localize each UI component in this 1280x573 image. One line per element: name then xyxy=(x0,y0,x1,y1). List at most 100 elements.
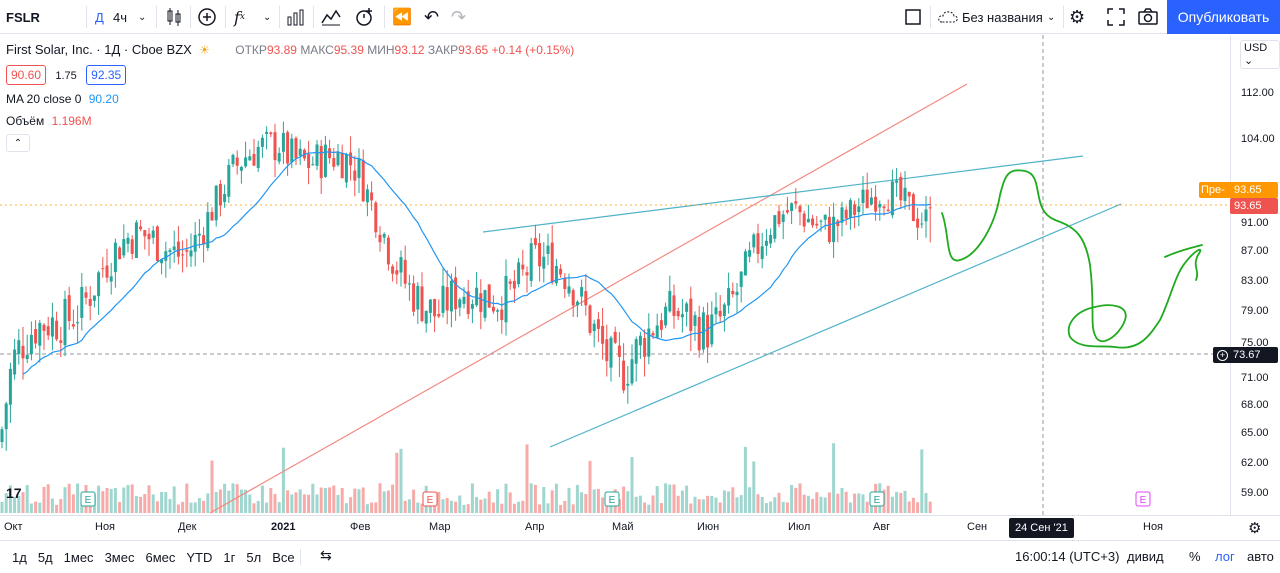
candle-body xyxy=(798,206,802,213)
candle-body xyxy=(718,310,722,317)
candle-body xyxy=(504,275,508,323)
volume-bar xyxy=(365,504,369,513)
candle-body xyxy=(903,187,907,201)
volume-bar xyxy=(454,501,458,513)
collapse-legend-button[interactable]: ⌃ xyxy=(6,134,30,152)
volume-bar xyxy=(655,486,659,513)
layout-name[interactable]: Без названия xyxy=(962,9,1043,25)
volume-bar xyxy=(126,485,130,513)
price-scale[interactable]: USD ⌄ 112.00104.0097.0091.0087.0083.0079… xyxy=(1230,35,1280,515)
undo-icon[interactable]: ↶ xyxy=(424,6,440,27)
candles-icon[interactable] xyxy=(162,5,186,29)
range-button-4[interactable]: 6мес xyxy=(145,549,176,565)
volume-bar xyxy=(811,498,815,513)
range-button-6[interactable]: 1г xyxy=(223,549,236,565)
range-button-3[interactable]: 3мес xyxy=(104,549,135,565)
gear-icon[interactable]: ⚙ xyxy=(1248,520,1262,537)
candle-body xyxy=(617,345,621,357)
range-button-5[interactable]: YTD xyxy=(186,549,213,565)
candle-body xyxy=(8,368,12,405)
candle-body xyxy=(361,160,365,202)
currency-select[interactable]: USD ⌄ xyxy=(1240,40,1280,69)
volume-bar xyxy=(101,491,105,513)
range-button-0[interactable]: 1д xyxy=(12,549,27,565)
ma-legend[interactable]: MA 20 close 0 90.20 xyxy=(6,92,119,106)
bid-price[interactable]: 90.60 xyxy=(6,65,47,85)
range-button-8[interactable]: Все xyxy=(272,549,295,565)
chevron-down-icon[interactable]: ⌄ xyxy=(263,11,272,23)
bar-chart-icon[interactable] xyxy=(284,5,308,29)
gear-icon[interactable]: ⚙ xyxy=(1069,6,1086,27)
range-button-1[interactable]: 5д xyxy=(37,549,53,565)
volume-bar xyxy=(160,491,164,513)
chevron-down-icon[interactable]: ⌄ xyxy=(138,11,147,23)
candle-body xyxy=(487,284,491,308)
candle-body xyxy=(907,191,911,197)
volume-bar xyxy=(168,499,172,513)
add-indicator-icon[interactable] xyxy=(195,5,219,29)
candle-body xyxy=(231,154,235,165)
time-tick: Апр xyxy=(525,521,545,533)
volume-bar xyxy=(592,489,596,513)
dividends-toggle[interactable]: дивид xyxy=(1127,549,1164,564)
range-button-2[interactable]: 1мес xyxy=(63,549,94,565)
ask-price[interactable]: 92.35 xyxy=(86,65,127,85)
divider xyxy=(1063,6,1064,28)
candle-body xyxy=(634,339,638,364)
candle-body xyxy=(378,234,382,243)
candle-body xyxy=(176,241,180,257)
volume-bar xyxy=(17,495,21,513)
candle-body xyxy=(760,246,764,260)
candle-body xyxy=(559,268,563,275)
replay-icon[interactable]: ⏪ xyxy=(392,9,412,26)
time-scale[interactable]: 24 Сен '21 ⚙ Окт Ноя Дек 2021 Фев Мар Апр Май Ию… xyxy=(0,515,1280,540)
volume-bar xyxy=(336,494,340,513)
low-value: 93.12 xyxy=(394,43,425,57)
date-range-icon[interactable]: ⇆ xyxy=(320,547,332,563)
percent-toggle[interactable]: % xyxy=(1189,549,1201,564)
auto-toggle[interactable]: авто xyxy=(1247,549,1274,564)
volume-bar xyxy=(59,498,63,513)
volume-bar xyxy=(466,504,470,513)
volume-bar xyxy=(739,495,743,513)
candle-body xyxy=(420,286,424,321)
log-toggle[interactable]: лог xyxy=(1215,549,1235,564)
candle-body xyxy=(731,290,735,295)
volume-legend[interactable]: Объём 1.196M xyxy=(6,114,92,128)
expand-icon[interactable] xyxy=(1104,5,1128,29)
volume-bar xyxy=(827,492,831,513)
redo-icon[interactable]: ↷ xyxy=(451,6,467,27)
clock-time[interactable]: 16:00:14 (UTC+3) xyxy=(1015,549,1120,564)
chevron-down-icon[interactable]: ⌄ xyxy=(1047,11,1056,23)
alert-icon[interactable] xyxy=(352,5,376,29)
time-tick: Май xyxy=(612,521,634,533)
volume-bar xyxy=(34,501,38,513)
candle-body xyxy=(748,250,752,257)
volume-bar xyxy=(785,502,789,513)
volume-bar xyxy=(63,487,67,513)
camera-icon[interactable] xyxy=(1136,5,1160,29)
templates-icon[interactable] xyxy=(319,5,343,29)
candle-body xyxy=(13,349,17,375)
volume-bar xyxy=(743,446,747,513)
period-button[interactable]: Д xyxy=(95,9,104,25)
tradingview-logo[interactable]: 17 xyxy=(6,485,22,501)
price-tick: 75.00 xyxy=(1241,337,1269,349)
candle-body xyxy=(613,331,617,343)
time-tick: 2021 xyxy=(271,521,296,533)
price-tick: 79.00 xyxy=(1241,305,1269,317)
chart-pane[interactable]: E E E E E First Solar, Inc. · 1Д · Cboe BZX … xyxy=(0,35,1230,515)
volume-bar xyxy=(903,490,907,513)
candle-body xyxy=(924,209,928,222)
candle-body xyxy=(382,233,386,238)
volume-bar xyxy=(105,487,109,513)
plus-circle-icon[interactable]: + xyxy=(1217,349,1228,361)
publish-button[interactable]: Опубликовать xyxy=(1167,0,1280,34)
range-button-7[interactable]: 5л xyxy=(246,549,262,565)
symbol-search[interactable]: FSLR xyxy=(6,9,40,25)
volume-bar xyxy=(517,501,521,513)
fullscreen-box-icon[interactable] xyxy=(901,5,925,29)
interval-button[interactable]: 4ч xyxy=(113,9,128,25)
